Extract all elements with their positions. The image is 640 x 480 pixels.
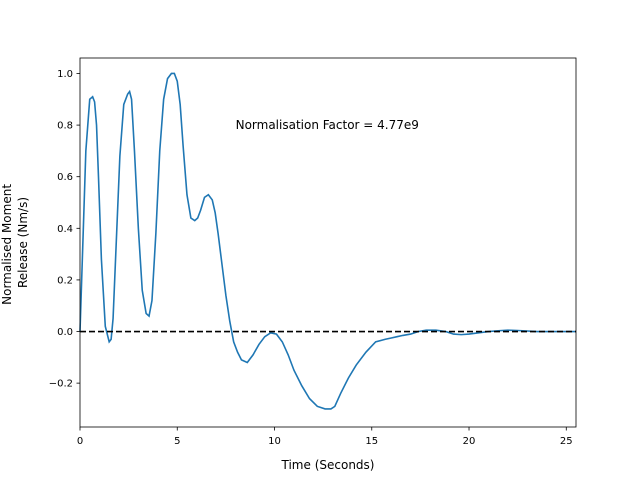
series-line	[79, 72, 576, 410]
y-tick-label: 0.0	[57, 327, 73, 338]
y-axis-label-line-2: Release (Nm/s)	[16, 197, 30, 288]
y-tick-label: 0.6	[57, 172, 73, 183]
y-tick-label: 1.0	[57, 69, 73, 80]
y-tick-label: 0.2	[57, 275, 73, 286]
y-axis-label-line-1: Normalised Moment	[0, 184, 14, 305]
y-axis: −0.2 0.0 0.2 0.4 0.6 0.8 1.0	[49, 69, 80, 390]
x-tick-label: 10	[268, 436, 281, 447]
normalisation-factor-annotation: Normalisation Factor = 4.77e9	[236, 118, 419, 132]
x-tick-label: 20	[463, 436, 476, 447]
y-tick-label: −0.2	[49, 379, 73, 390]
x-axis: 0 5 10 15 20 25	[77, 427, 573, 447]
y-tick-label: 0.8	[57, 121, 73, 132]
y-axis-label: Normalised Moment Release (Nm/s)	[0, 180, 30, 305]
axes-frame	[79, 57, 577, 428]
y-tick-label: 0.4	[57, 224, 73, 235]
x-tick-label: 5	[174, 436, 180, 447]
x-tick-label: 0	[77, 436, 83, 447]
x-tick-label: 25	[560, 436, 573, 447]
x-tick-label: 15	[365, 436, 378, 447]
x-axis-label: Time (Seconds)	[281, 458, 375, 472]
